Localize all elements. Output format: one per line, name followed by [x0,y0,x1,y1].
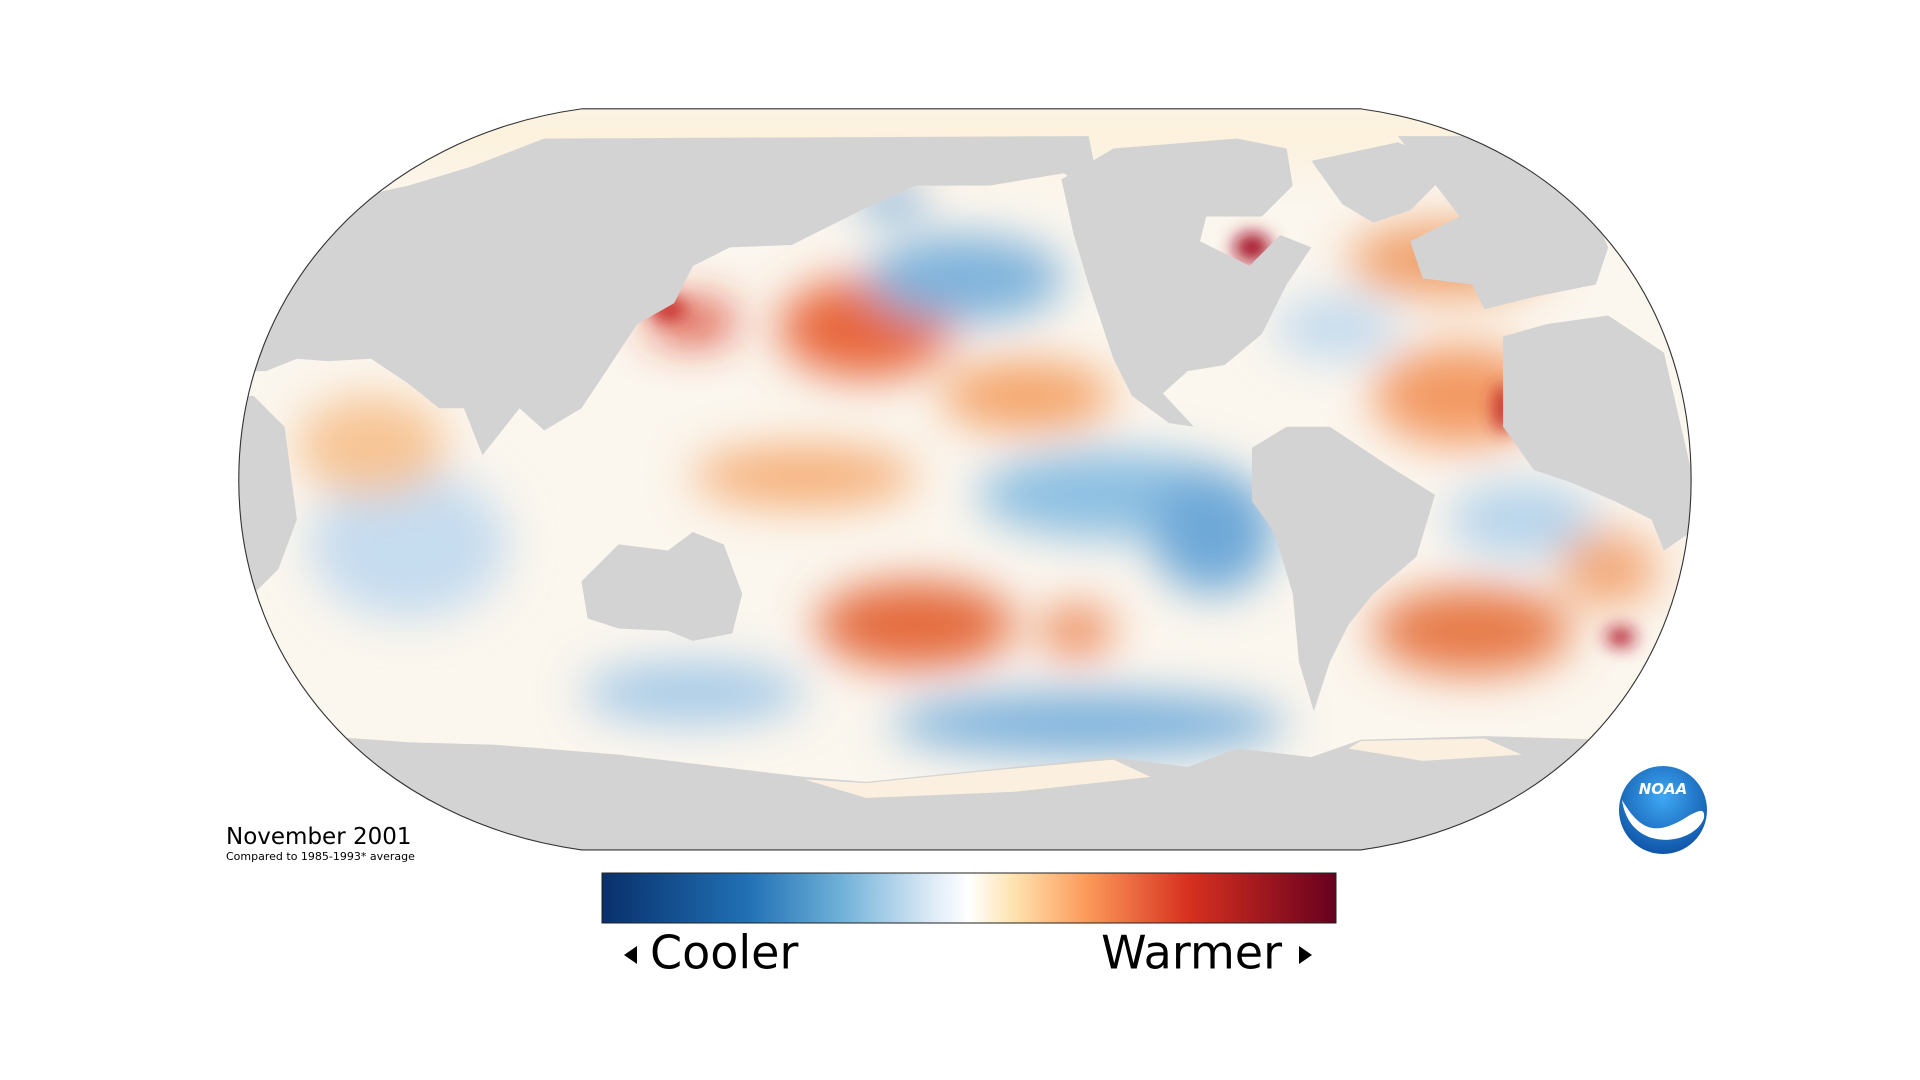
logo-bird [1622,800,1705,840]
map-outline [238,108,1692,851]
color-bar [601,872,1337,924]
noaa-logo: NOAA [1619,766,1707,854]
land [238,136,1692,850]
logo-text: NOAA [1639,780,1688,798]
warmer-arrow [1299,946,1312,964]
ice-shelves [804,738,1522,798]
legend-low-label: Cooler [650,926,798,980]
map-title: November 2001 [226,824,412,850]
map-subtitle: Compared to 1985-1993* average [226,850,415,863]
map [238,108,1692,851]
ocean-anomaly [238,108,1692,850]
legend-high-label: Warmer [1101,926,1282,980]
cooler-arrow [624,946,637,964]
